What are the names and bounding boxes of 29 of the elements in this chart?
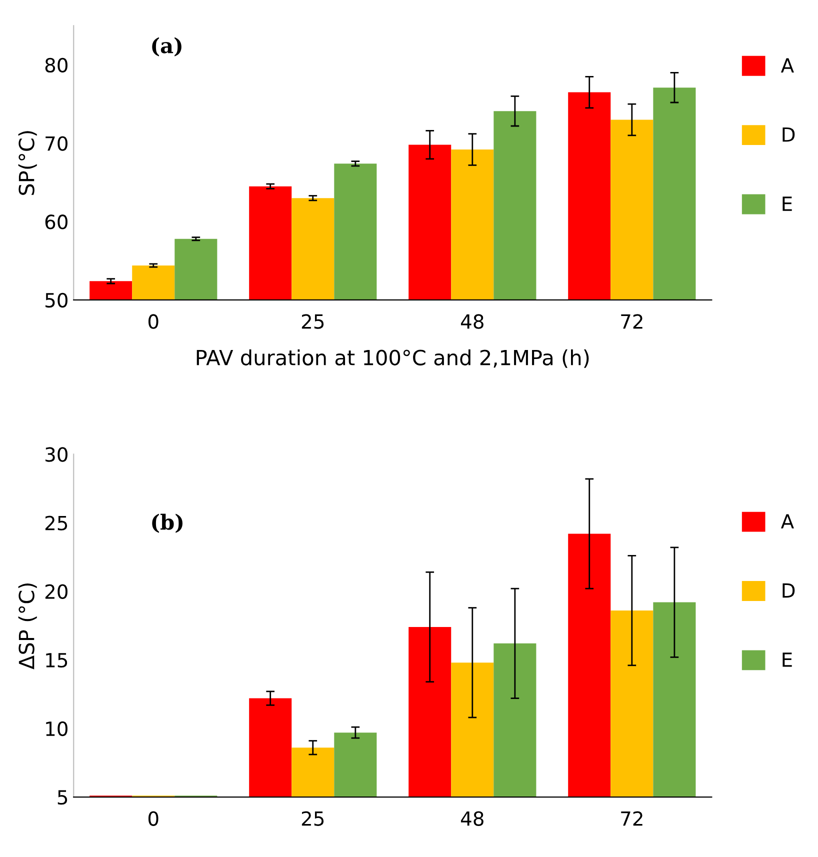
y-tick-label: 50 xyxy=(46,292,68,308)
y-tick-label: 60 xyxy=(45,214,68,230)
x-tick-label: 25 xyxy=(302,314,324,329)
y-tick-label: 15 xyxy=(46,653,68,668)
legend-label: A xyxy=(780,514,794,528)
x-tick-label: 0 xyxy=(148,811,158,826)
y-tick-label: 80 xyxy=(45,58,68,73)
y-tick-label: 25 xyxy=(45,516,68,530)
x-tick-label: 72 xyxy=(621,314,642,329)
legend-label: E xyxy=(782,652,792,667)
annotation: (a) xyxy=(152,37,182,56)
y-axis-title: ΔSP (°C) xyxy=(18,583,37,670)
x-tick-label: 48 xyxy=(460,811,484,826)
x-axis-title: PAV duration at 100°C and 2,1MPa (h) xyxy=(196,349,589,368)
y-tick-label: 30 xyxy=(46,447,68,462)
y-tick-label: 5 xyxy=(58,790,68,805)
y-tick-label: 10 xyxy=(46,721,68,736)
y-axis-title: SP(°C) xyxy=(18,131,37,195)
x-tick-label: 0 xyxy=(148,314,158,329)
y-tick-label: 70 xyxy=(46,136,68,151)
legend-label: D xyxy=(782,127,795,142)
annotation: (b) xyxy=(152,514,182,533)
x-tick-label: 25 xyxy=(302,811,324,826)
legend-label: D xyxy=(782,583,795,598)
y-tick-label: 20 xyxy=(45,584,68,599)
legend-label: E xyxy=(782,196,792,211)
x-tick-label: 72 xyxy=(621,811,642,826)
legend-label: A xyxy=(780,58,794,72)
x-tick-label: 48 xyxy=(460,314,484,329)
